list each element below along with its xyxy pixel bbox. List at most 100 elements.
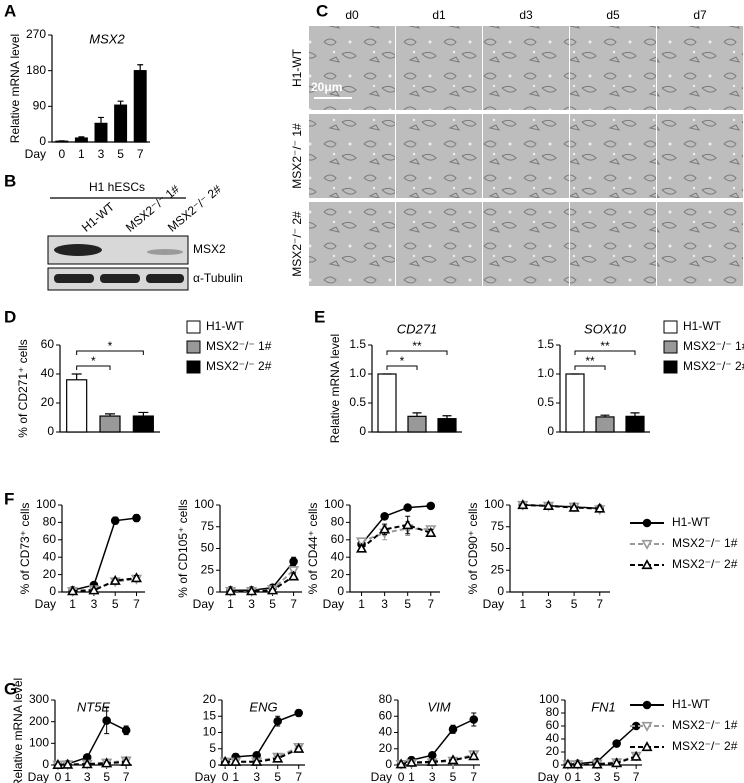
y-tick-label: 0 (49, 584, 56, 598)
chart-title: ENG (249, 699, 277, 714)
band-label: α-Tubulin (193, 271, 243, 285)
legend-label: MSX2⁻/⁻ 2# (206, 359, 272, 373)
significance-bracket (574, 350, 636, 355)
panel-letter: E (314, 307, 325, 326)
marker (642, 518, 652, 528)
marker (572, 758, 584, 769)
marker (355, 537, 368, 548)
y-tick-label: 40 (41, 366, 55, 380)
y-tick-label: 60 (331, 532, 345, 546)
y-tick-label: 90 (33, 99, 47, 113)
x-axis-label: Day (193, 597, 214, 611)
y-tick-label: 1.5 (537, 337, 554, 351)
column-label: d7 (693, 8, 707, 22)
micrograph (309, 114, 395, 198)
series-line (522, 504, 600, 510)
error-bar (137, 64, 144, 71)
micrograph (483, 26, 569, 110)
y-tick-label: 0 (39, 134, 46, 148)
chart-title: NT5E (77, 699, 111, 714)
y-tick-label: 20 (546, 744, 560, 758)
y-tick-label: 75 (201, 519, 215, 533)
marker (641, 539, 653, 550)
x-tick-label: 1 (78, 147, 85, 161)
y-tick-label: 100 (194, 497, 214, 511)
legend-label: MSX2⁻/⁻ 1# (206, 339, 272, 353)
chart-title: FN1 (591, 699, 616, 714)
x-tick-label: 7 (596, 597, 603, 611)
significance-label: * (400, 354, 405, 368)
legend-swatch (663, 320, 678, 334)
bar (625, 415, 645, 433)
micrograph (657, 26, 743, 110)
x-tick-label: 5 (103, 770, 110, 783)
y-tick-label: 0 (547, 424, 554, 438)
series-line (400, 755, 474, 766)
panel-letter: D (4, 307, 16, 326)
x-tick-label: 1 (519, 597, 526, 611)
y-axis-label: % of CD105⁺ cells (176, 499, 190, 597)
y-axis-label: Relative mRNA level (8, 34, 22, 143)
x-tick-label: 1 (227, 597, 234, 611)
significance-bracket (76, 365, 111, 370)
y-tick-label: 80 (331, 515, 345, 529)
x-tick-label: 1 (232, 770, 239, 783)
y-tick-label: 0 (207, 584, 214, 598)
x-tick-label: 5 (613, 770, 620, 783)
marker (109, 574, 121, 585)
series-line (230, 561, 295, 592)
y-tick-label: 40 (43, 549, 57, 563)
marker (121, 726, 131, 735)
lane-label: H1-WT (79, 199, 118, 235)
y-tick-label: 270 (26, 27, 46, 41)
marker (245, 585, 258, 596)
y-tick-label: 1.5 (349, 337, 366, 351)
marker (230, 755, 242, 766)
marker (517, 499, 529, 510)
x-tick-label: 7 (123, 770, 130, 783)
y-axis-label: Relative mRNA level (328, 334, 342, 443)
y-tick-label: 0 (359, 424, 366, 438)
x-tick-label: 7 (137, 147, 144, 161)
marker (110, 516, 120, 525)
y-tick-label: 0 (337, 584, 344, 598)
x-tick-label: 7 (295, 770, 302, 783)
x-tick-label: 7 (290, 597, 297, 611)
marker (594, 502, 606, 513)
bar (437, 418, 457, 433)
x-tick-label: 3 (381, 597, 388, 611)
y-axis-label: % of CD44⁺ cells (306, 503, 320, 595)
marker (405, 756, 418, 767)
y-tick-label: 20 (203, 692, 217, 706)
y-tick-label: 80 (546, 705, 560, 719)
chart-title: SOX10 (584, 321, 627, 336)
y-tick-label: 1.0 (349, 366, 366, 380)
significance-bracket (386, 365, 418, 370)
y-tick-label: 80 (43, 515, 57, 529)
x-tick-label: 5 (274, 770, 281, 783)
legend-label: MSX2⁻/⁻ 2# (672, 557, 738, 571)
marker (224, 585, 237, 596)
marker (251, 755, 263, 766)
x-tick-label: 5 (269, 597, 276, 611)
y-tick-label: 20 (379, 741, 393, 755)
x-tick-label: 0 (222, 770, 229, 783)
y-axis-label: % of CD90⁺ cells (466, 503, 480, 595)
series-line (225, 746, 300, 763)
marker (425, 526, 437, 537)
legend-label: MSX2⁻/⁻ 2# (672, 739, 738, 753)
micrograph (483, 202, 569, 286)
x-axis-label: Day (35, 597, 56, 611)
y-tick-label: 0 (209, 757, 216, 771)
bar (407, 415, 427, 433)
series-line (225, 747, 300, 763)
significance-bracket (76, 350, 144, 355)
error-bar (71, 373, 82, 380)
significance-bracket (574, 365, 606, 370)
x-axis-label: Day (323, 597, 344, 611)
y-axis-label: % of CD73⁺ cells (18, 503, 32, 595)
marker (67, 585, 79, 596)
error-bar (105, 413, 115, 417)
micrograph (309, 26, 395, 110)
bar (94, 122, 108, 143)
